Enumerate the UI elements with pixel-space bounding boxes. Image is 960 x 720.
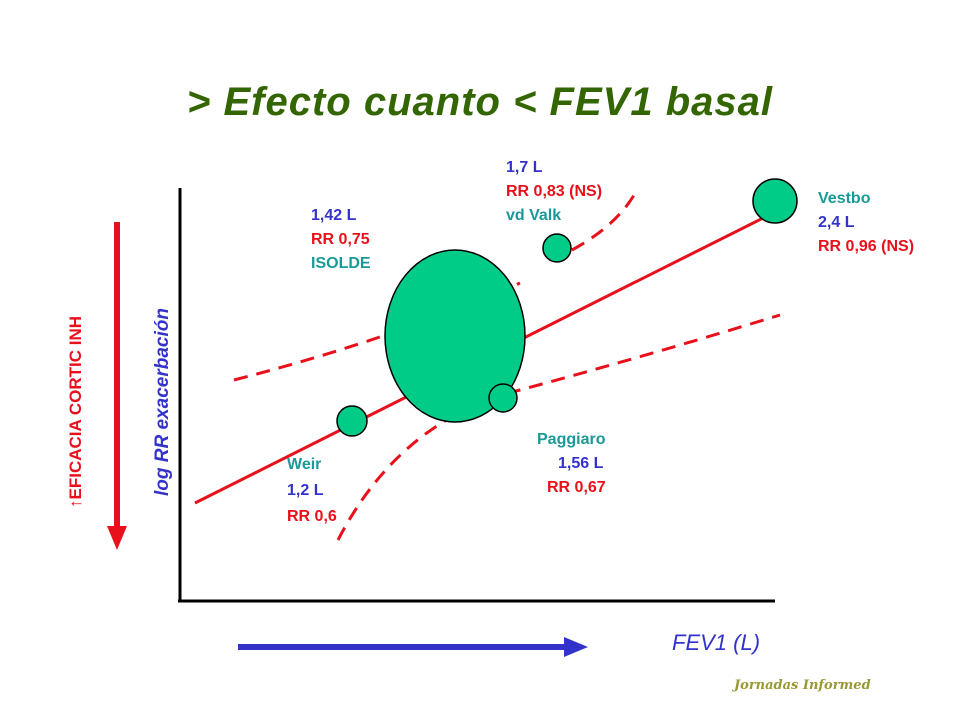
isolde-fev1: 1,42 L [311, 207, 357, 224]
weir-fev1: 1,2 L [287, 482, 324, 499]
paggiaro-annotation: Paggiaro 1,56 L RR 0,67 [537, 428, 606, 500]
lower-confidence-band [336, 313, 781, 541]
weir-annotation: Weir 1,2 L RR 0,6 [287, 452, 337, 530]
vdvalk-name: vd Valk [506, 207, 562, 224]
isolde-annotation: 1,42 L RR 0,75 ISOLDE [311, 204, 371, 276]
efficacy-arrow-head [107, 526, 127, 550]
paggiaro-name: Paggiaro [537, 431, 606, 448]
page-title: > Efecto cuanto < FEV1 basal [187, 80, 773, 124]
x-axis-label: FEV1 (L) [672, 630, 761, 655]
footer-credit: Jornadas Informed [734, 678, 871, 693]
efficacy-label: ↑EFICACIA CORTIC INH [66, 315, 85, 508]
vestbo-annotation: Vestbo 2,4 L RR 0,96 (NS) [818, 187, 914, 259]
vestbo-marker [752, 178, 798, 224]
upper-confidence-band-tail [571, 189, 639, 252]
weir-name: Weir [287, 456, 322, 473]
isolde-marker [384, 249, 526, 423]
isolde-rr: RR 0,75 [311, 231, 370, 248]
weir-marker [336, 405, 368, 437]
isolde-name: ISOLDE [311, 255, 371, 272]
paggiaro-rr: RR 0,67 [547, 479, 606, 496]
vestbo-fev1: 2,4 L [818, 214, 855, 231]
paggiaro-fev1: 1,56 L [558, 455, 604, 472]
fev1-arrow-head [564, 637, 588, 657]
vdvalk-marker [542, 233, 572, 263]
vdvalk-fev1: 1,7 L [506, 159, 543, 176]
paggiaro-marker [488, 383, 518, 413]
y-axis-label: log RR exacerbación [152, 308, 173, 496]
weir-rr: RR 0,6 [287, 508, 337, 525]
vdvalk-rr: RR 0,83 (NS) [506, 183, 603, 200]
vestbo-name: Vestbo [818, 190, 871, 207]
vestbo-rr: RR 0,96 (NS) [818, 238, 915, 255]
vdvalk-annotation: 1,7 L RR 0,83 (NS) vd Valk [506, 156, 602, 228]
